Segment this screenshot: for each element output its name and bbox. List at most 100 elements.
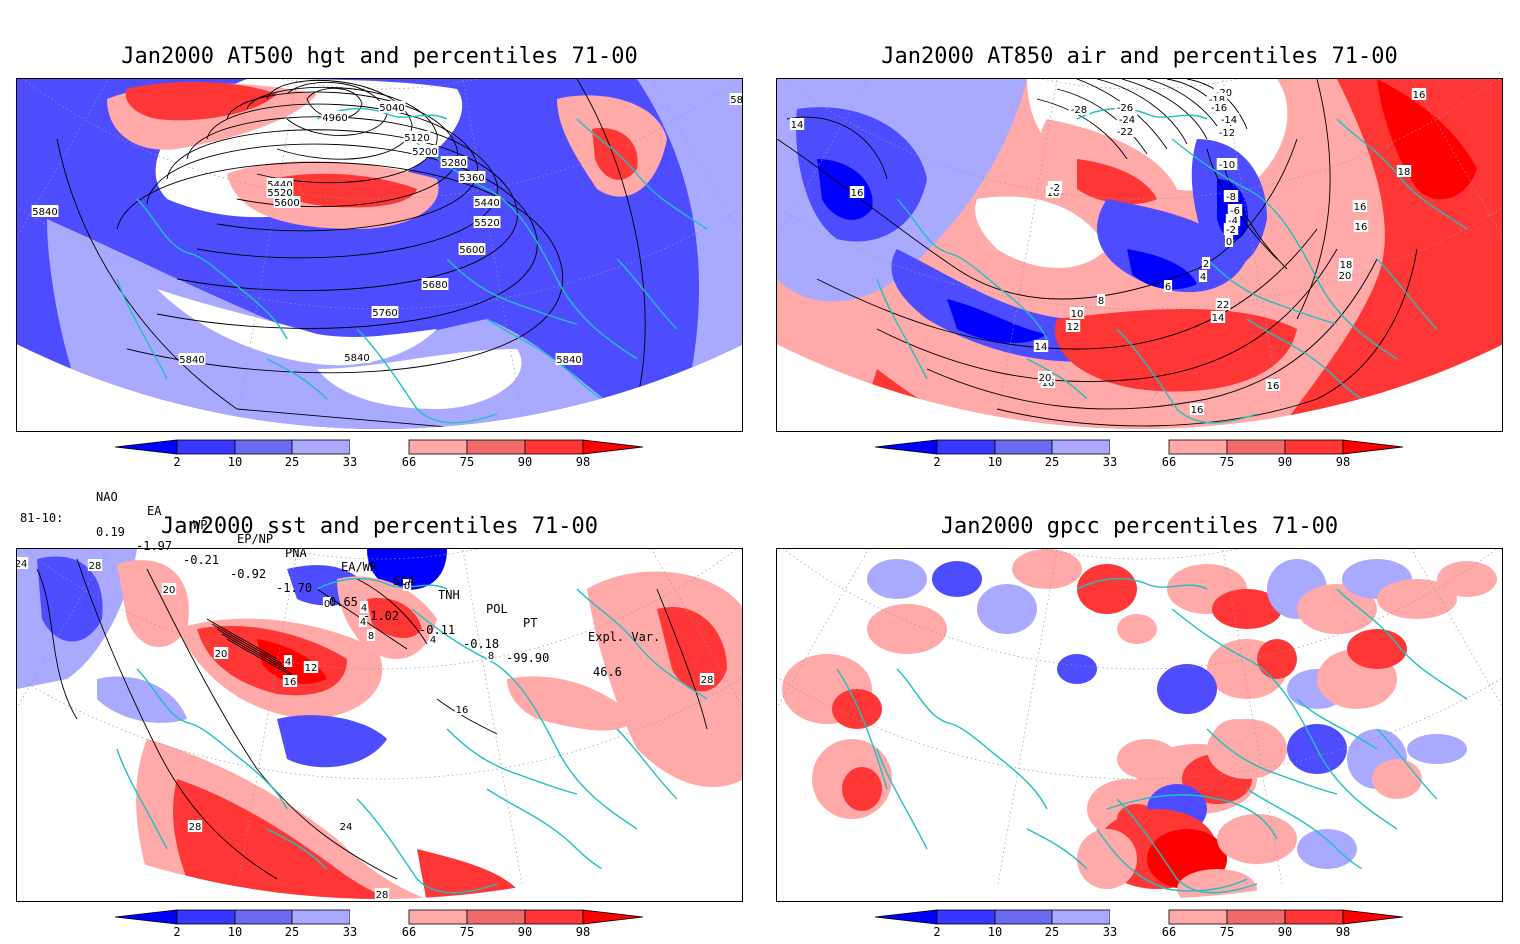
contour-label-bg bbox=[1216, 158, 1238, 170]
contour-label: 0 bbox=[324, 599, 330, 610]
contour-label: -22 bbox=[1117, 127, 1133, 138]
precip-anomaly bbox=[1407, 734, 1467, 764]
contour-label: 4 bbox=[430, 635, 436, 646]
coastline bbox=[836, 668, 888, 790]
contour-label-bg bbox=[282, 675, 298, 687]
contour-label-bg bbox=[187, 820, 203, 832]
index-value: 0.19 bbox=[96, 525, 125, 539]
contour-label: 5120 bbox=[404, 133, 429, 144]
contour-label: 24 bbox=[340, 822, 353, 833]
colorbar-hgt500: 2 10 25 33 66 75 90 98 bbox=[114, 438, 645, 476]
contour-label: 0 bbox=[1226, 237, 1232, 248]
index-value: -99.90 bbox=[506, 651, 550, 665]
contour-label: 28 bbox=[376, 890, 389, 901]
contour-label: -4 bbox=[1228, 216, 1238, 227]
colorbar-segment bbox=[1284, 439, 1344, 455]
contour-label-bg bbox=[473, 196, 501, 208]
colorbar-tick-label: 75 bbox=[1220, 925, 1234, 939]
contour-label: 28 bbox=[89, 561, 102, 572]
precip-anomaly bbox=[1077, 829, 1137, 889]
contour-label: 16 bbox=[851, 188, 864, 199]
contour-line bbox=[206, 103, 478, 232]
precip-anomaly bbox=[1377, 579, 1457, 619]
percentile-above bbox=[1055, 309, 1297, 392]
contour-label-bg bbox=[1338, 258, 1354, 270]
coastline bbox=[356, 328, 498, 424]
coastline bbox=[1076, 107, 1208, 120]
colorbar-tick-label: 2 bbox=[173, 455, 180, 469]
contour-line bbox=[211, 623, 283, 665]
contour-label-bg bbox=[1163, 280, 1173, 292]
contour-line bbox=[76, 558, 278, 880]
contour-label: 5040 bbox=[379, 103, 404, 114]
contour-label-bg bbox=[403, 131, 431, 143]
precip-anomaly bbox=[977, 584, 1037, 634]
contour-label-bg bbox=[1210, 311, 1226, 323]
meridian-gridline bbox=[452, 79, 523, 417]
coastline bbox=[356, 798, 498, 894]
coastline bbox=[616, 258, 678, 330]
contour-label-bg bbox=[1065, 320, 1081, 332]
colorbar-tick-label: 75 bbox=[460, 455, 474, 469]
contour-label: 16 bbox=[456, 705, 469, 716]
contour-label: -8 bbox=[1226, 192, 1236, 203]
colorbar-tick-label: 90 bbox=[518, 455, 532, 469]
percentile-area bbox=[637, 79, 742, 429]
contour-label: 18 bbox=[1340, 260, 1353, 271]
contour-label-bg bbox=[458, 171, 486, 183]
colorbar-arrow-low bbox=[874, 439, 938, 455]
index-name: Expl. Var. bbox=[588, 630, 661, 644]
latitude-gridline bbox=[17, 549, 742, 780]
meridian-gridline bbox=[452, 549, 523, 887]
contour-label: 24 bbox=[17, 559, 27, 570]
contour-label: 16 bbox=[1354, 202, 1367, 213]
percentile-above bbox=[657, 607, 727, 692]
colorbar-tick-label: 90 bbox=[518, 925, 532, 939]
latitude-gridline bbox=[777, 549, 1502, 780]
map-gpcc bbox=[776, 548, 1503, 902]
index-name: PNA bbox=[285, 546, 307, 560]
precip-anomaly bbox=[842, 767, 882, 811]
coastline bbox=[876, 748, 928, 850]
coastline bbox=[1336, 588, 1468, 700]
contour-label: 5200 bbox=[412, 147, 437, 158]
contour-label-bg bbox=[1201, 257, 1211, 269]
contour-label: 5840 bbox=[344, 353, 369, 364]
contour-label: -28 bbox=[1071, 105, 1087, 116]
contour-line bbox=[226, 91, 458, 208]
contour-label-bg bbox=[378, 101, 406, 113]
coastline bbox=[411, 608, 638, 830]
contour-label-bg bbox=[31, 205, 59, 217]
precip-anomaly bbox=[1117, 614, 1157, 644]
contour-label: -12 bbox=[1219, 128, 1235, 139]
precip-anomaly bbox=[1057, 654, 1097, 684]
contour-label: 4960 bbox=[322, 113, 347, 124]
colorbar-tick-label: 75 bbox=[460, 925, 474, 939]
index-row-label: 81-10: bbox=[20, 511, 64, 525]
colorbar-segment bbox=[524, 439, 584, 455]
precip-anomaly bbox=[932, 561, 982, 597]
contour-label-bg bbox=[1033, 340, 1049, 352]
contour-label: 18 bbox=[1047, 188, 1060, 199]
colorbar-tick-label: 90 bbox=[1278, 925, 1292, 939]
contour-label-bg bbox=[338, 820, 354, 832]
coastline bbox=[136, 198, 288, 340]
colorbar-arrow-low bbox=[874, 909, 938, 925]
contour-label-bg bbox=[374, 888, 390, 899]
contour-label: 5520 bbox=[267, 188, 292, 199]
contour-label-bg bbox=[322, 597, 332, 609]
contour-label-bg bbox=[1068, 103, 1090, 115]
colorbar-segment bbox=[994, 909, 1053, 925]
percentile-area bbox=[817, 159, 873, 220]
contour-label-bg bbox=[1411, 88, 1427, 100]
contour-label: 28 bbox=[189, 822, 202, 833]
contour-label: -14 bbox=[1221, 115, 1237, 126]
contour-label-bg bbox=[1069, 307, 1085, 319]
colorbar-tick-label: 2 bbox=[933, 925, 940, 939]
coastline bbox=[1376, 728, 1438, 800]
contour-label: 4 bbox=[360, 617, 366, 628]
contour-label: 2 bbox=[1203, 259, 1209, 270]
colorbar-tick-label: 25 bbox=[1045, 925, 1059, 939]
coastline bbox=[576, 118, 708, 230]
